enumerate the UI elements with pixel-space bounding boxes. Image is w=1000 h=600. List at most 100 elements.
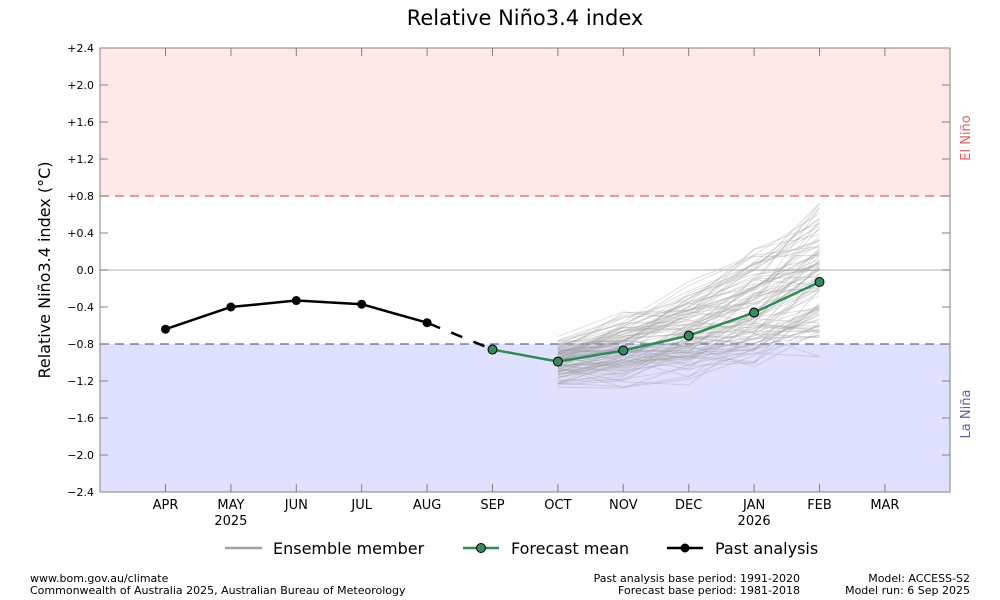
ensemble-member-line: [557, 222, 820, 346]
y-tick-label: +1.2: [67, 153, 94, 166]
forecast-mean-point: [487, 344, 498, 355]
ensemble-member-line: [557, 220, 820, 355]
ensemble-member-line: [557, 267, 820, 360]
ensemble-member-line: [557, 324, 820, 381]
ensemble-member-line: [557, 285, 820, 360]
forecast-mean-point: [618, 345, 629, 356]
x-tick-label: DEC: [675, 498, 702, 513]
legend-past-marker: [680, 543, 690, 553]
ensemble-member-line: [557, 330, 820, 367]
ensemble-member-line: [557, 206, 820, 353]
ensemble-member-line: [557, 236, 820, 353]
ensemble-member-line: [557, 245, 820, 347]
legend: Ensemble member Forecast mean Past analysi…: [225, 539, 818, 558]
forecast-mean-point: [683, 330, 694, 341]
forecast-mean-point: [814, 277, 825, 288]
ensemble-member-line: [557, 289, 820, 371]
ensemble-member-line: [557, 267, 820, 369]
ensemble-member-line: [557, 261, 820, 355]
ensemble-member-line: [557, 314, 820, 366]
y-tick-label: +0.4: [67, 227, 94, 240]
footer-model-info: Model: ACCESS-S2 Model run: 6 Sep 2025: [820, 573, 970, 597]
y-tick-label: −2.0: [67, 449, 94, 462]
ensemble-member-line: [557, 336, 820, 384]
ensemble-member-line: [557, 280, 820, 351]
y-tick-label: −0.4: [67, 301, 94, 314]
ensemble-member-line: [557, 295, 820, 370]
ensemble-member-line: [557, 270, 820, 344]
la-nina-region-label: La Niña: [959, 390, 974, 439]
el-nino-region-label: El Niño: [959, 115, 974, 161]
past-analysis-point: [226, 302, 236, 312]
ensemble-member-line: [557, 258, 820, 362]
footer-website: www.bom.gov.au/climate: [30, 572, 169, 585]
ensemble-member-line: [557, 251, 820, 361]
y-tick-label: −0.8: [67, 338, 94, 351]
ensemble-member-line: [557, 330, 820, 376]
past-to-forecast-connector: [426, 321, 493, 351]
ensemble-member-line: [557, 253, 820, 348]
legend-forecast-marker: [476, 543, 486, 553]
legend-label: Ensemble member: [273, 539, 425, 558]
ensemble-member-line: [557, 227, 820, 358]
ensemble-member-line: [557, 279, 820, 346]
ensemble-member-line: [557, 333, 820, 386]
past-analysis-point: [357, 299, 367, 309]
x-tick-label: MAY: [217, 498, 244, 513]
legend-label: Past analysis: [715, 539, 818, 558]
ensemble-lines: [557, 203, 820, 389]
ensemble-member-line: [557, 278, 820, 354]
ensemble-member-line: [557, 273, 820, 367]
x-tick-label: MAR: [870, 498, 899, 513]
chart-title: Relative Niño3.4 index: [407, 6, 644, 30]
forecast-mean-point: [749, 307, 760, 318]
ensemble-member-line: [557, 276, 820, 345]
ensemble-member-line: [557, 234, 820, 342]
footer-model-run: Model run: 6 Sep 2025: [845, 584, 970, 597]
ensemble-member-line: [557, 333, 820, 388]
ensemble-member-line: [557, 334, 820, 372]
past-analysis-series: [161, 296, 493, 351]
y-tick-label: −2.4: [67, 486, 94, 499]
ensemble-member-line: [557, 255, 820, 353]
nino34-chart: +2.4 +2.0 +1.6 +1.2 +0.8 +0.4 0.0 −0.4 −0.8 −1.2 −…: [35, 6, 974, 558]
x-tick-label: OCT: [544, 498, 571, 513]
ensemble-member-line: [557, 324, 820, 379]
ensemble-member-line: [557, 306, 820, 386]
ensemble-member-line: [557, 269, 820, 355]
ensemble-member-line: [557, 266, 820, 364]
footer-model-name: Model: ACCESS-S2: [868, 572, 970, 585]
ensemble-member-line: [557, 308, 820, 361]
ensemble-member-line: [557, 277, 820, 363]
x-tick-label: JAN: [742, 498, 765, 513]
x-tick-label: JUN: [284, 498, 308, 513]
ensemble-member-line: [557, 254, 820, 356]
ensemble-member-line: [557, 305, 820, 373]
ensemble-member-line: [557, 207, 820, 350]
ensemble-member-line: [557, 239, 820, 354]
y-tick-label: +1.6: [67, 116, 94, 129]
axes: +2.4 +2.0 +1.6 +1.2 +0.8 +0.4 0.0 −0.4 −0.8 −1.2 −…: [67, 42, 951, 529]
footer-copyright: Commonwealth of Australia 2025, Australi…: [30, 584, 406, 597]
footer-credits: www.bom.gov.au/climate Commonwealth of A…: [30, 573, 405, 597]
ensemble-member-line: [557, 308, 820, 378]
x-tick-label: AUG: [413, 498, 441, 513]
ensemble-member-line: [557, 302, 820, 384]
x-tick-label: FEB: [807, 498, 832, 513]
ensemble-member-line: [557, 228, 820, 354]
y-tick-label: 0.0: [77, 264, 95, 277]
y-axis-label: Relative Niño3.4 index (°C): [35, 162, 54, 379]
ensemble-member-line: [557, 318, 820, 385]
ensemble-member-line: [557, 248, 820, 345]
ensemble-member-line: [557, 273, 820, 373]
ensemble-member-line: [557, 203, 820, 346]
ensemble-member-line: [557, 254, 820, 355]
ensemble-member-line: [557, 328, 820, 389]
ensemble-member-line: [557, 289, 820, 367]
ensemble-member-line: [557, 319, 820, 358]
ensemble-member-line: [557, 261, 820, 361]
x-tick-label: SEP: [480, 498, 504, 513]
ensemble-member-line: [557, 250, 820, 356]
ensemble-member-line: [557, 252, 820, 360]
y-tick-label: −1.2: [67, 375, 94, 388]
